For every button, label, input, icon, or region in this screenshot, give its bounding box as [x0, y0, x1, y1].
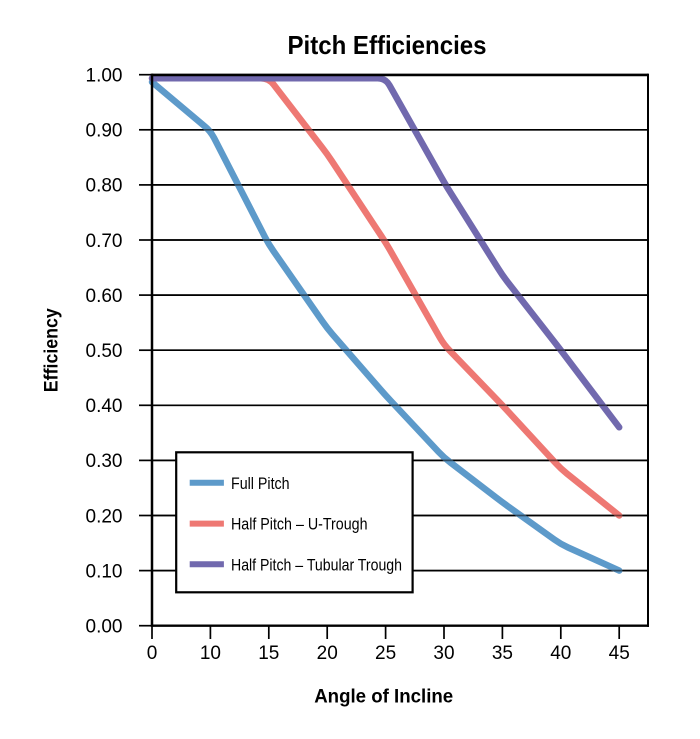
svg-text:0.40: 0.40: [86, 396, 123, 417]
svg-text:Pitch Efficiencies: Pitch Efficiencies: [288, 30, 487, 60]
svg-text:Half Pitch – U-Trough: Half Pitch – U-Trough: [231, 515, 368, 534]
svg-text:0.30: 0.30: [86, 451, 123, 472]
svg-text:15: 15: [258, 643, 279, 664]
svg-text:0.80: 0.80: [86, 176, 123, 197]
svg-text:0.10: 0.10: [86, 561, 123, 582]
svg-text:Half Pitch – Tubular Trough: Half Pitch – Tubular Trough: [231, 555, 402, 574]
svg-text:25: 25: [375, 643, 396, 664]
svg-text:0: 0: [147, 643, 158, 664]
svg-text:0.60: 0.60: [86, 286, 123, 307]
svg-text:20: 20: [317, 643, 338, 664]
svg-text:Efficiency: Efficiency: [41, 308, 63, 392]
svg-text:10: 10: [200, 643, 221, 664]
svg-text:30: 30: [433, 643, 454, 664]
svg-text:0.00: 0.00: [86, 617, 123, 638]
svg-text:35: 35: [492, 643, 513, 664]
svg-text:0.50: 0.50: [86, 341, 123, 362]
svg-text:Full Pitch: Full Pitch: [231, 474, 290, 493]
svg-text:0.20: 0.20: [86, 506, 123, 527]
svg-text:0.70: 0.70: [86, 231, 123, 252]
svg-text:1.00: 1.00: [86, 66, 123, 87]
svg-text:40: 40: [550, 643, 571, 664]
svg-text:45: 45: [609, 643, 630, 664]
svg-text:0.90: 0.90: [86, 121, 123, 142]
svg-text:Angle of Incline: Angle of Incline: [314, 686, 453, 708]
